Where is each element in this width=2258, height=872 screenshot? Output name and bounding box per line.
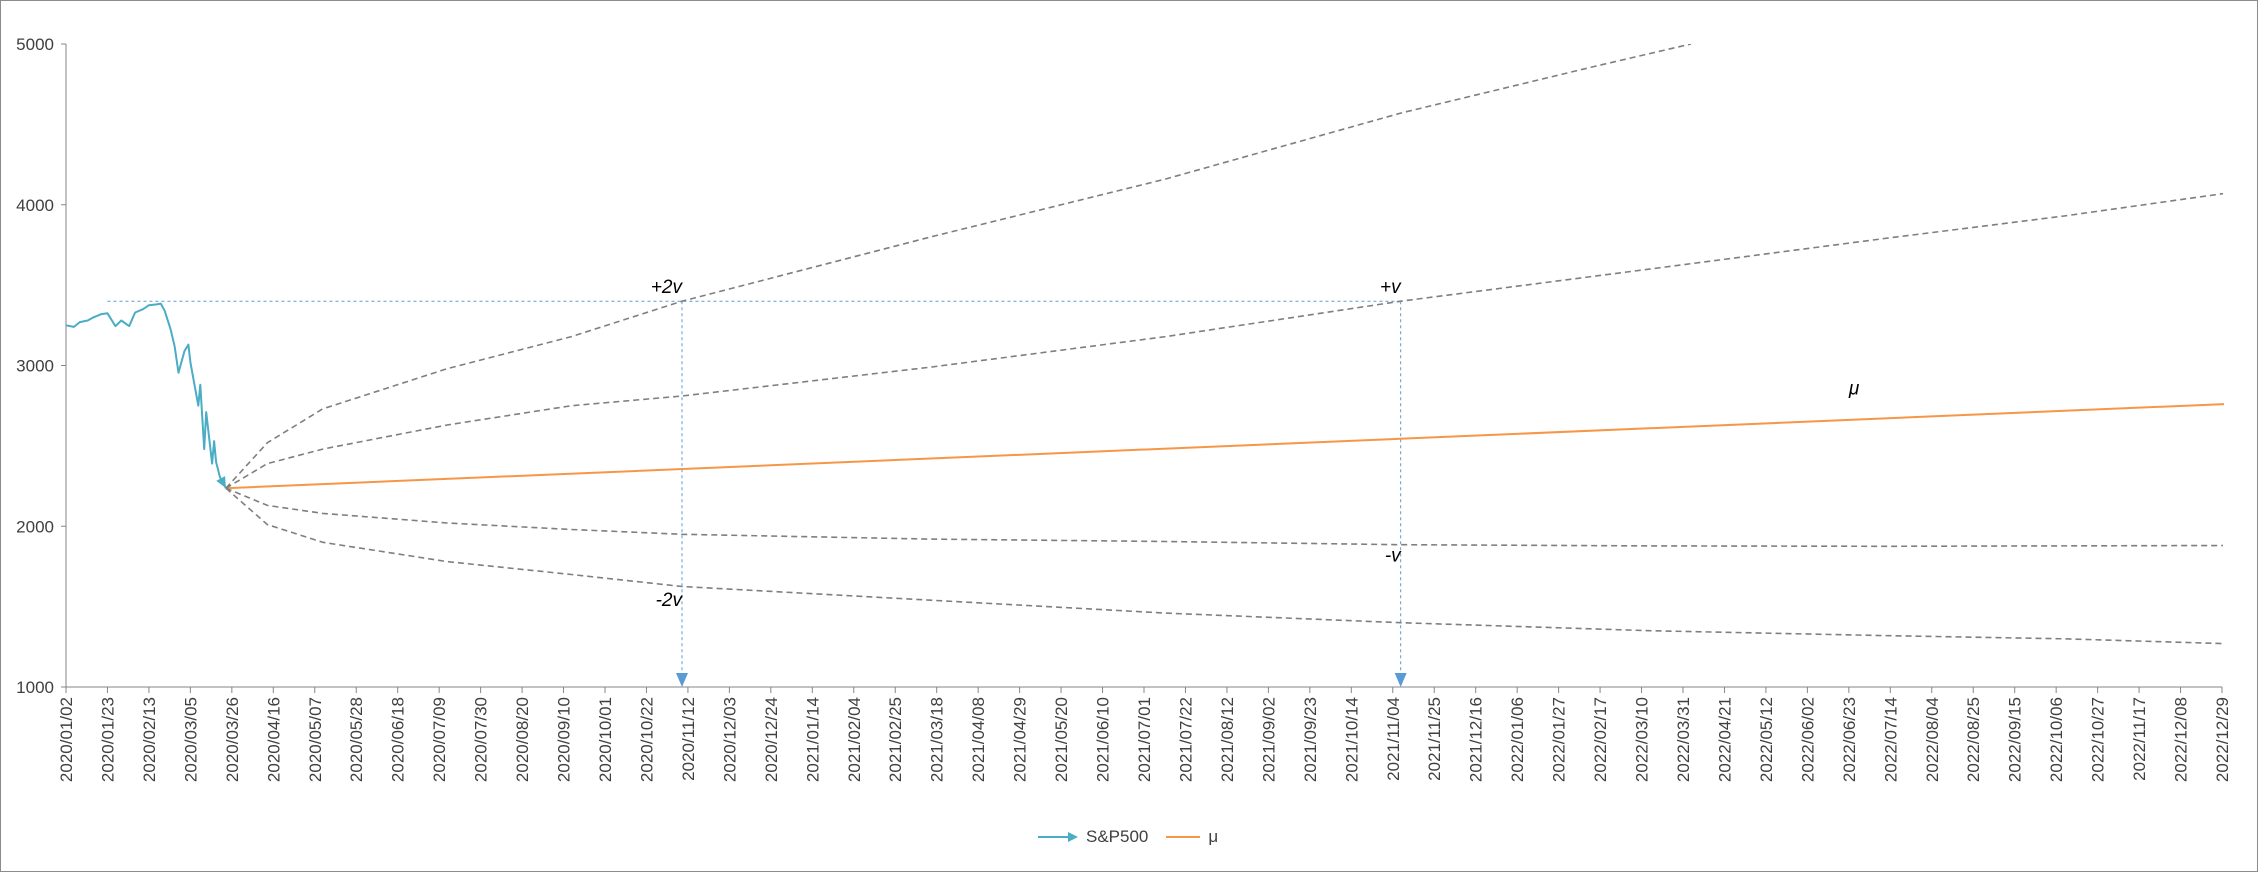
x-tick-label: 2021/04/08 [969,697,988,782]
x-tick-label: 2022/12/29 [2213,697,2232,782]
annotation-label: -2v [656,590,684,611]
x-tick-label: 2020/01/23 [98,697,117,782]
x-tick-label: 2021/10/14 [1342,697,1361,782]
x-tick-label: 2021/12/16 [1467,697,1486,782]
x-tick-label: 2021/02/25 [886,697,905,782]
annotation-label: -v [1385,546,1402,567]
x-tick-label: 2020/07/09 [430,697,449,782]
x-tick-label: 2020/08/20 [513,697,532,782]
x-tick-label: 2020/07/30 [472,697,491,782]
legend-item-mu: μ [1166,827,1218,847]
x-tick-label: 2020/06/18 [389,697,408,782]
x-tick-label: 2022/03/10 [1633,697,1652,782]
x-tick-label: 2022/08/04 [1923,697,1942,782]
annotation-label: μ [1848,378,1860,399]
x-tick-label: 2020/10/01 [596,697,615,782]
x-tick-label: 2022/12/08 [2172,697,2191,782]
x-tick-label: 2021/07/01 [1135,697,1154,782]
x-tick-label: 2022/10/06 [2047,697,2066,782]
x-tick-label: 2020/03/26 [223,697,242,782]
x-tick-label: 2021/11/25 [1425,697,1444,781]
legend-label-mu: μ [1208,827,1219,846]
x-tick-label: 2022/03/31 [1674,697,1693,782]
series-line--2v [225,44,1692,489]
legend-swatch-sp500 [1038,832,1078,842]
x-tick-label: 2022/10/27 [2089,697,2108,782]
x-tick-label: 2022/11/17 [2130,697,2149,781]
x-tick-label: 2022/02/17 [1591,697,1610,782]
x-tick-label: 2022/04/21 [1715,697,1734,782]
x-tick-label: 2020/12/24 [762,697,781,782]
series-end-arrow [216,476,226,489]
x-tick-label: 2020/12/03 [720,697,739,782]
x-tick-label: 2021/05/20 [1052,697,1071,782]
series-line--v [225,192,2223,489]
x-tick-label: 2022/01/27 [1550,697,1569,782]
x-tick-label: 2021/08/12 [1218,697,1237,782]
legend-swatch-mu [1166,836,1201,838]
y-tick-label: 2000 [16,517,54,536]
x-tick-label: 2020/05/28 [347,697,366,782]
x-tick-label: 2022/06/02 [1798,697,1817,782]
x-tick-label: 2020/04/16 [264,697,283,782]
x-tick-label: 2020/11/12 [679,697,698,781]
series-line-s-p500 [65,302,227,489]
x-tick-label: 2021/04/29 [1011,697,1030,782]
x-tick-label: 2021/02/04 [845,697,864,782]
x-tick-label: 2021/01/14 [803,697,822,782]
x-tick-label: 2020/09/10 [555,697,574,782]
y-tick-label: 5000 [16,35,54,54]
y-tick-label: 4000 [16,196,54,215]
x-tick-label: 2022/07/14 [1881,697,1900,782]
x-tick-label: 2020/01/02 [57,697,76,782]
x-tick-label: 2020/03/05 [181,697,200,782]
annotation-label: +v [1380,277,1402,298]
legend: S&P500 μ [1038,827,1218,847]
x-tick-label: 2020/10/22 [637,697,656,782]
x-tick-label: 2020/05/07 [306,697,325,782]
legend-label-sp500: S&P500 [1086,827,1149,846]
series-line--v [225,487,2223,548]
x-tick-label: 2021/09/02 [1259,697,1278,782]
y-tick-label: 1000 [16,678,54,697]
x-tick-label: 2021/03/18 [928,697,947,782]
annotation-label: +2v [651,277,684,298]
x-tick-label: 2021/09/23 [1301,697,1320,782]
y-tick-label: 3000 [16,357,54,376]
x-tick-label: 2022/09/15 [2006,697,2025,782]
x-tick-label: 2022/08/25 [1964,697,1983,782]
series-line-- [225,403,2225,490]
x-tick-label: 2021/07/22 [1176,697,1195,782]
x-tick-label: 2022/06/23 [1840,697,1859,782]
reference-arrowhead [676,673,688,687]
x-tick-label: 2020/02/13 [140,697,159,782]
series-line--2v [225,487,2223,645]
x-tick-label: 2022/01/06 [1508,697,1527,782]
legend-item-sp500: S&P500 [1038,827,1148,847]
reference-arrowhead [1394,673,1407,687]
x-tick-label: 2021/06/10 [1094,697,1113,782]
x-tick-label: 2022/05/12 [1757,697,1776,782]
x-tick-label: 2021/11/04 [1384,697,1403,781]
